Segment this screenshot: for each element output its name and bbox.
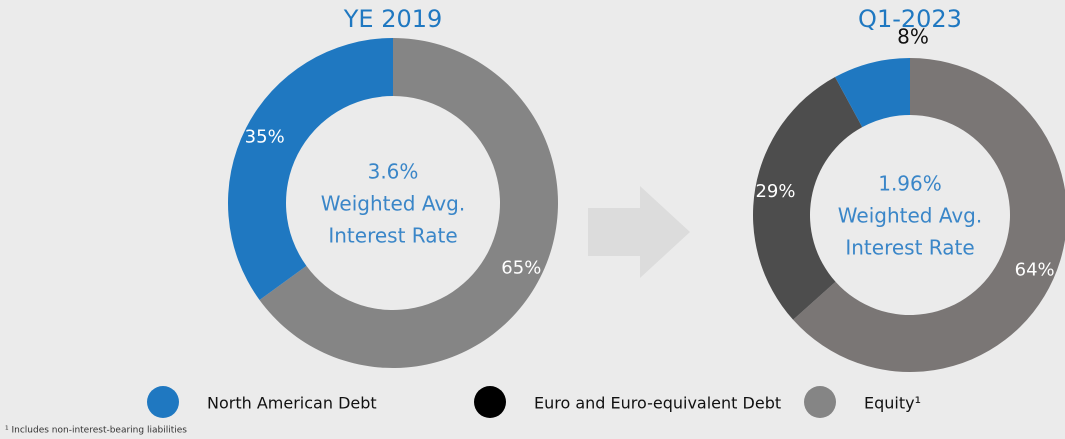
center-text: Interest Rate: [845, 236, 974, 260]
chart-title: Q1-2023: [858, 5, 962, 33]
donut-slice: [259, 38, 558, 368]
arrow: [588, 186, 690, 278]
value-label: 8%: [897, 25, 929, 49]
legend-swatch: [474, 386, 506, 418]
legend-swatch: [804, 386, 836, 418]
value-label: 35%: [245, 127, 285, 148]
footnote: ¹ Includes non-interest-bearing liabilit…: [5, 426, 187, 436]
center-text: Weighted Avg.: [838, 204, 982, 228]
donut-slice: [835, 58, 910, 128]
center-text: Weighted Avg.: [321, 192, 465, 216]
legend-label: Euro and Euro-equivalent Debt: [534, 394, 781, 413]
legend-label: North American Debt: [207, 394, 377, 413]
donut-slice: [793, 58, 1065, 372]
donut-slice: [752, 77, 863, 320]
center-text: 3.6%: [368, 160, 419, 184]
legend-swatch: [147, 386, 179, 418]
value-label: 29%: [755, 181, 795, 202]
legend-label: Equity¹: [864, 394, 921, 413]
chart-title: YE 2019: [343, 5, 443, 33]
donut-slice: [228, 38, 393, 300]
value-label: 65%: [501, 257, 541, 278]
value-label: 64%: [1015, 260, 1055, 281]
center-text: Interest Rate: [328, 224, 457, 248]
center-text: 1.96%: [878, 172, 942, 196]
